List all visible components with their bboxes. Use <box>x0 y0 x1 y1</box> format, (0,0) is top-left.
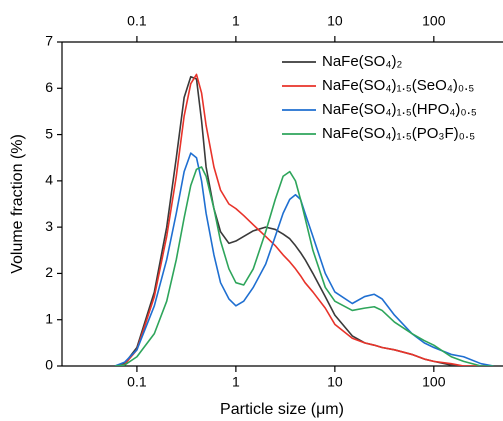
x-axis-title: Particle size (μm) <box>220 401 344 418</box>
legend-text: NaFe(SO₄)₁.₅(PO₃F)₀.₅ <box>322 125 475 142</box>
legend-text: NaFe(SO₄)₁.₅(HPO₄)₀.₅ <box>322 101 477 118</box>
x-tick-label: 10 <box>327 374 343 390</box>
data-line <box>114 75 494 366</box>
plot-area <box>114 73 494 366</box>
top-tick-label: 1 <box>232 13 240 29</box>
y-tick-label: 7 <box>45 33 53 49</box>
top-tick-label: 10 <box>327 13 343 29</box>
x-tick-label: 0.1 <box>127 374 147 390</box>
y-tick-label: 4 <box>45 172 53 188</box>
data-line <box>114 152 494 366</box>
y-tick-label: 2 <box>45 264 53 280</box>
x-tick-label: 100 <box>422 374 446 390</box>
y-tick-label: 6 <box>45 79 53 95</box>
data-line <box>114 73 494 366</box>
legend-text: NaFe(SO₄)₂ <box>322 53 402 70</box>
y-tick-label: 5 <box>45 125 53 141</box>
y-tick-label: 1 <box>45 310 53 326</box>
top-tick-label: 0.1 <box>127 13 147 29</box>
legend-text: NaFe(SO₄)₁.₅(SeO₄)₀.₅ <box>322 77 474 94</box>
x-tick-label: 1 <box>232 374 240 390</box>
y-tick-label: 3 <box>45 218 53 234</box>
y-tick-label: 0 <box>45 357 53 373</box>
y-axis-title: Volume fraction (%) <box>9 134 26 274</box>
top-tick-label: 100 <box>422 13 446 29</box>
data-line <box>114 166 494 366</box>
